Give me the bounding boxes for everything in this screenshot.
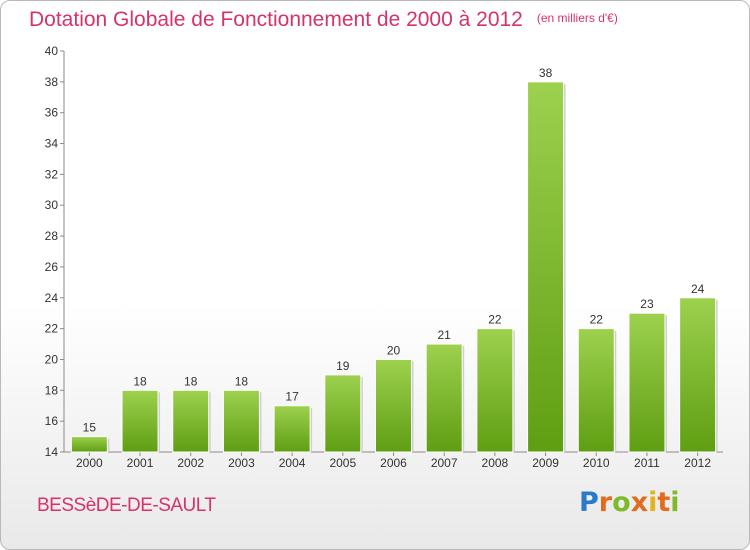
bar-value-label: 22 [488, 313, 502, 327]
bar [121, 389, 159, 453]
bar-value-label: 17 [285, 390, 299, 404]
bar [628, 312, 666, 453]
y-tick-label: 16 [45, 414, 59, 428]
bar-value-label: 18 [133, 374, 147, 388]
y-tick-label: 20 [45, 352, 59, 366]
bar-value-label: 20 [387, 343, 401, 357]
y-tick-label: 30 [45, 198, 59, 212]
x-tick-label: 2001 [127, 456, 154, 470]
chart-subtitle: (en milliers d'€) [536, 11, 618, 25]
y-tick-label: 36 [45, 106, 59, 120]
logo-letter: t [657, 487, 671, 518]
chart-title-text: Dotation Globale de Fonctionnement de 20… [29, 8, 523, 31]
chart-title: Dotation Globale de Fonctionnement de 20… [29, 8, 618, 32]
x-tick-label: 2000 [76, 456, 103, 470]
logo-letter: r [598, 487, 613, 518]
bar [70, 436, 108, 453]
bar [527, 81, 565, 453]
logo-letter: i [670, 487, 680, 518]
bar-value-label: 38 [539, 66, 553, 80]
bar [273, 405, 311, 453]
x-tick-label: 2002 [177, 456, 204, 470]
bar [324, 374, 362, 453]
x-tick-label: 2011 [634, 456, 660, 470]
x-tick-label: 2008 [482, 456, 509, 470]
logo-letter: i [648, 487, 658, 518]
x-tick-label: 2004 [279, 456, 306, 470]
bar-value-label: 18 [184, 374, 198, 388]
y-tick-label: 14 [45, 445, 59, 459]
bar-value-label: 21 [438, 328, 452, 342]
bar [679, 297, 717, 453]
x-tick-label: 2012 [684, 456, 711, 470]
y-tick-label: 32 [45, 167, 59, 181]
proxiti-logo: Proxiti [579, 487, 680, 518]
x-tick-label: 2005 [329, 456, 356, 470]
commune-name: BESSèDE-DE-SAULT [37, 495, 216, 516]
bar [577, 328, 615, 453]
logo-letter: P [579, 487, 599, 518]
bar-value-label: 15 [83, 421, 97, 435]
x-tick-label: 2009 [532, 456, 559, 470]
y-tick-label: 38 [45, 75, 59, 89]
y-tick-label: 22 [45, 322, 59, 336]
x-tick-label: 2007 [431, 456, 458, 470]
y-tick-label: 34 [45, 137, 59, 151]
bar [172, 389, 210, 453]
bar-value-label: 19 [336, 359, 350, 373]
bar-value-label: 18 [235, 374, 249, 388]
bar [222, 389, 260, 453]
y-tick-label: 18 [45, 383, 59, 397]
y-tick-label: 28 [45, 229, 59, 243]
logo-letter: o [612, 487, 631, 518]
x-tick-label: 2003 [228, 456, 255, 470]
x-tick-label: 2006 [380, 456, 407, 470]
bar-value-label: 22 [590, 313, 604, 327]
logo-letter: x [630, 487, 649, 518]
x-tick-label: 2010 [583, 456, 610, 470]
bar [476, 328, 514, 453]
bars: 15 18 18 18 17 19 20 21 22 38 22 23 24 [70, 66, 718, 453]
bar-value-label: 24 [691, 282, 705, 296]
y-tick-label: 40 [45, 44, 59, 58]
y-tick-label: 26 [45, 260, 59, 274]
bar [425, 343, 463, 453]
bar [375, 358, 412, 453]
bar-value-label: 23 [640, 297, 654, 311]
y-tick-label: 24 [45, 291, 59, 305]
